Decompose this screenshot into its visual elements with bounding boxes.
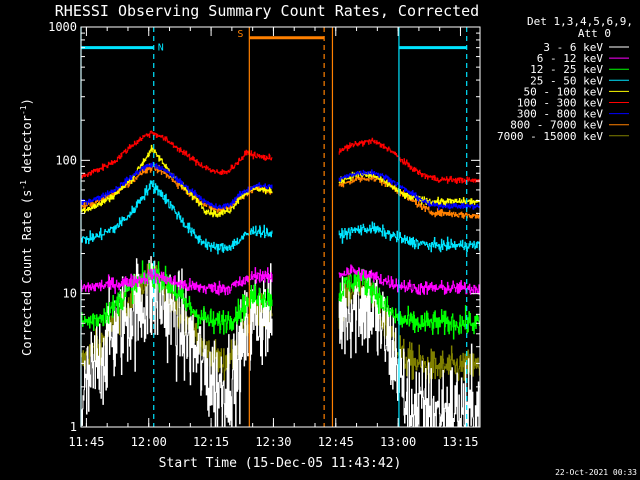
legend-label: 50 - 100 keV — [524, 85, 604, 98]
series-12-25-kev-kev — [81, 260, 481, 340]
flag-label: S — [237, 29, 243, 40]
series-25-50-kev-kev — [81, 180, 481, 255]
series-3-6-kev-kev — [81, 256, 480, 428]
flag-label: N — [158, 43, 164, 54]
series-300-800-kev-kev — [81, 161, 481, 210]
y-tick-label: 10 — [63, 287, 77, 301]
series-line — [81, 161, 273, 210]
legend-title-line-2: Att 0 — [578, 27, 611, 40]
x-tick-label: 12:30 — [255, 435, 291, 449]
x-tick-label: 12:15 — [193, 435, 229, 449]
y-tick-label: 100 — [55, 153, 77, 167]
x-tick-label: 13:00 — [380, 435, 416, 449]
legend-label: 25 - 50 keV — [530, 74, 603, 87]
series-line — [338, 171, 481, 206]
y-axis-label: Corrected Count Rate (s-1 detector-1) — [19, 98, 34, 356]
x-tick-label: 13:15 — [442, 435, 478, 449]
series-6-12-kev-kev — [81, 264, 481, 296]
x-tick-label: 12:00 — [131, 435, 167, 449]
series-line — [338, 264, 481, 296]
legend-label: 6 - 12 keV — [537, 52, 604, 65]
x-tick-label: 12:45 — [318, 435, 354, 449]
plot-frame — [80, 26, 481, 428]
x-tick-label: 11:45 — [68, 435, 104, 449]
series-line — [338, 221, 481, 253]
series-line — [81, 260, 273, 335]
legend-label: 3 - 6 keV — [543, 41, 603, 54]
legend-title-line-1: Det 1,3,4,5,6,9, — [527, 15, 633, 28]
chart-title: RHESSI Observing Summary Count Rates, Co… — [55, 2, 479, 20]
legend-label: 7000 - 15000 keV — [497, 130, 603, 143]
series-100-300-kev-kev — [81, 130, 481, 185]
legend-label: 100 - 300 keV — [517, 97, 603, 110]
x-axis: 11:45 12:00 12:15 12:30 12:45 13:00 13:15 — [68, 27, 479, 449]
series-line — [338, 137, 481, 185]
y-axis: 1 10 100 1000 — [48, 20, 480, 434]
footer-date: 22-Oct-2021 00:33 — [555, 468, 637, 477]
x-axis-label: Start Time (15-Dec-05 11:43:42) — [159, 456, 402, 471]
series-line — [81, 163, 273, 213]
legend-label: 800 - 7000 keV — [510, 119, 603, 132]
plot-area: NS — [80, 27, 481, 428]
legend-label: 12 - 25 keV — [530, 63, 603, 76]
legend-label: 300 - 800 keV — [517, 108, 603, 121]
series-line — [81, 130, 273, 179]
series-line — [81, 256, 273, 428]
series-line — [338, 268, 481, 340]
series-line — [338, 270, 480, 428]
series-line — [338, 169, 481, 210]
y-tick-label: 1000 — [48, 20, 77, 34]
series-line — [81, 180, 273, 255]
series-line — [81, 267, 273, 296]
y-tick-label: 1 — [70, 420, 77, 434]
